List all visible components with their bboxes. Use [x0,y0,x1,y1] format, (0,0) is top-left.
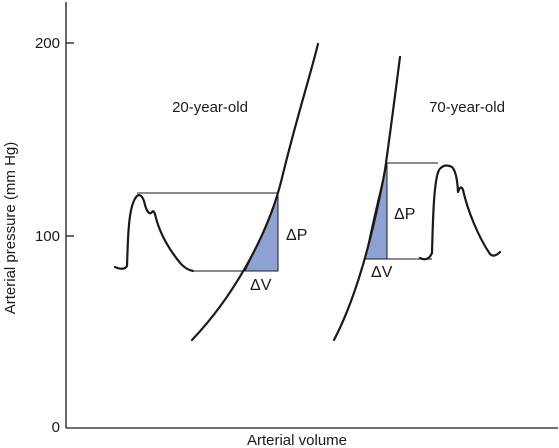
delta-v-label-20-year-old: ΔV [250,277,272,294]
series-title-20-year-old: 20-year-old [172,99,248,116]
x-axis-title: Arterial volume [247,432,347,448]
y-axis-title: Arterial pressure (mm Hg) [2,142,19,315]
pressure-pulse-20-year-old [113,194,195,273]
y-tick-label-100: 100 [35,228,60,245]
delta-p-label-70-year-old: ΔP [394,206,415,223]
y-tick-label-0: 0 [52,419,60,436]
pressure-volume-curve-70-year-old [332,55,402,342]
y-tick-label-200: 200 [35,35,60,52]
series-title-70-year-old: 70-year-old [429,99,505,116]
delta-v-label-70-year-old: ΔV [371,264,393,281]
pressure-pulse-70-year-old [418,164,502,261]
pressure-volume-curve-20-year-old [190,42,320,342]
delta-p-label-20-year-old: ΔP [286,227,307,244]
